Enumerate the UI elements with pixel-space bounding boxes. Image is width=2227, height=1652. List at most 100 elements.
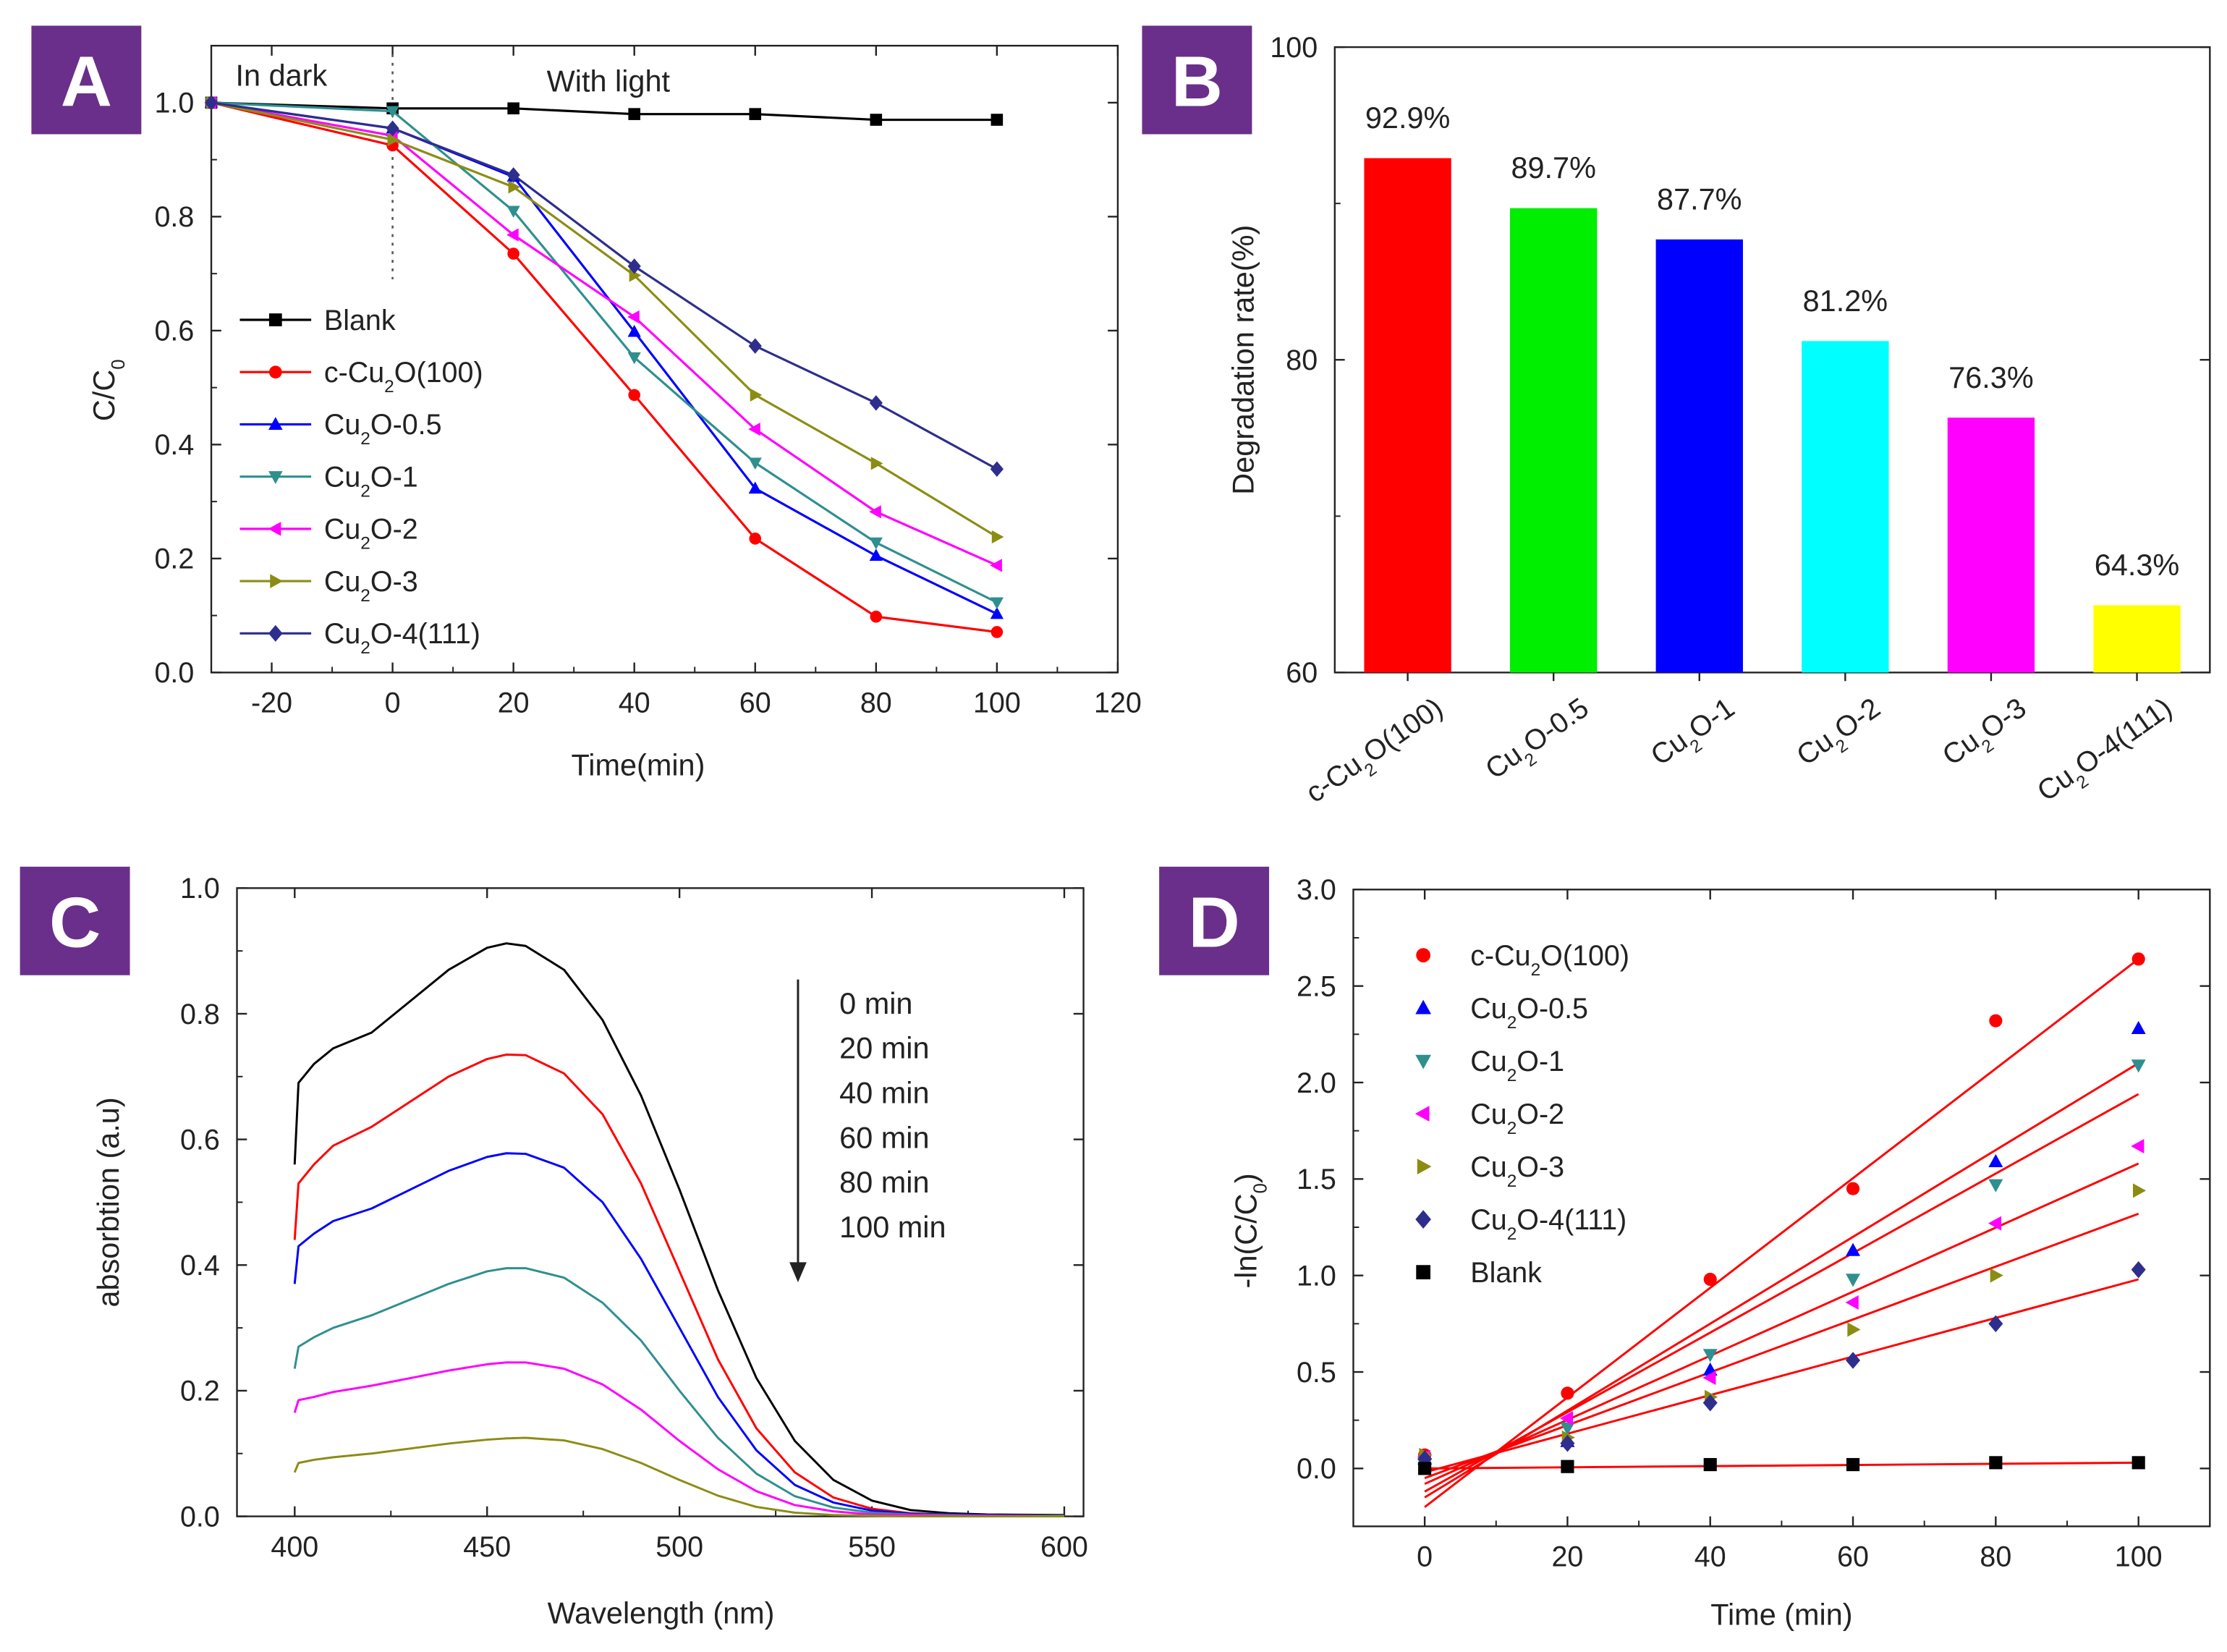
panel-b-ylabel: Degradation rate(%) [1226,225,1260,495]
panel-d-ytick-label: 3.0 [1297,874,1336,906]
panel-d-legend-marker [1415,1054,1432,1069]
panel-b-category-label: Cu2O-3 [1937,692,2037,778]
panel-a-legend-label-main: c-Cu [324,357,384,389]
panel-a-point [748,423,760,436]
panel-a-point [870,114,883,126]
panel-b-ytick-label: 100 [1270,32,1318,64]
panel-d-legend-label-tail: O-4(111) [1517,1204,1626,1236]
panel-c-badge-bg [20,866,130,975]
panel-b-frame [1333,46,2211,674]
panel-a-point [990,559,1002,572]
panel-a-legend-label-main: Cu [324,514,360,546]
panel-a-legend-marker [270,574,284,588]
panel-d-point [1560,1411,1574,1426]
panel-d-legend-label-main: Cu [1470,1098,1506,1130]
panel-d-legend-label: Cu2O-4(111) [1470,1204,1626,1244]
panel-d-legend-label: Blank [1470,1257,1542,1289]
panel-b-category-label: Cu2O-0.5 [1480,692,1599,792]
panel-d-xtick-label: 0 [1417,1541,1433,1573]
panel-d-point [2131,1261,2146,1279]
panel-d-point [1988,1216,2002,1231]
panel-a-legend-label-main: Cu [324,461,360,493]
panel-a-legend-label-sub: 2 [360,585,370,605]
panel-d-fit-line-0 [1424,958,2139,1508]
panel-d-point [1989,1456,2003,1470]
panel-d-ytick-label: 0.5 [1297,1357,1336,1389]
panel-a-xtick-label: 40 [619,687,650,719]
panel-a-point [627,352,641,365]
panel-a-badge-bg [31,25,142,135]
panel-d: 0 20 40 60 80 1000.00.51.01.52.02.53.0c-Cu2O(… [1159,866,2211,1632]
panel-d-legend-label-sub: 2 [1507,1171,1517,1190]
panel-a-legend-label-main: Cu [324,409,360,441]
panel-d-ytick-label: 2.0 [1297,1067,1336,1099]
panel-d-point [1846,1457,1860,1472]
panel-d-point [1989,1014,2003,1028]
panel-c-spectrum-3 [293,1267,1064,1517]
panel-b-bar [1802,341,1889,673]
panel-a-point [750,388,763,402]
panel-b-category-label-main: c-Cu [1300,748,1367,809]
panel-a-point [869,505,881,519]
panel-b-category-label-main: Cu [1645,724,1694,771]
panel-b-category-label: Cu2O-2 [1791,692,1891,778]
panel-a-legend-label: Cu2O-3 [324,566,418,606]
panel-a-legend-marker [268,471,283,484]
panel-d-point [1560,1422,1575,1436]
panel-a-point [507,247,519,260]
panel-d-badge: D [1159,866,1270,975]
panel-d-point [1703,1272,1717,1287]
panel-d-point [1988,1315,2003,1333]
panel-d-point [1702,1371,1716,1385]
panel-d-ylabel-tail: ) [1229,1173,1263,1183]
panel-d-point [1703,1457,1717,1472]
panel-b-data-label: 87.7% [1657,182,1742,216]
panel-c-legend-label: 40 min [839,1075,929,1109]
panel-c-ylabel: absorbtion (a.u) [91,1097,125,1307]
panel-d-legend-marker [1415,1210,1432,1229]
panel-d-legend-label-sub: 2 [1507,1118,1517,1138]
panel-c-arrow-icon [789,1262,807,1282]
panel-a-point [506,206,520,219]
panel-c-legend-label: 20 min [839,1031,929,1065]
panel-a-legend-label-sub: 2 [360,533,370,553]
panel-a-point [869,537,883,550]
panel-a-point [991,114,1004,126]
panel-d-legend-label: c-Cu2O(100) [1470,940,1629,980]
panel-a-point [749,108,762,120]
panel-d-point [2131,1059,2146,1073]
panel-a-frame [210,44,1119,674]
panel-d-point [2132,1183,2147,1198]
panel-a-legend-label-sub: 2 [360,429,370,449]
panel-a-point [628,108,640,120]
panel-b-category-label-main: Cu [2032,761,2080,808]
panel-c: 400 450 500 550 600 0.0 0.2 0.4 0.6 0.8 1.0 0 min 20… [20,866,1088,1630]
panel-a-ylabel-sub: 0 [109,359,129,369]
panel-a-legend-label-tail: O-3 [370,566,418,598]
panel-a-point [748,457,762,470]
panel-d-point [2131,1139,2145,1153]
panel-b-data-label: 81.2% [1803,284,1888,318]
panel-a-point [870,457,883,470]
panel-a-xtick-label: 100 [973,687,1021,719]
panel-b-category-label-tail: O-4(111) [2069,692,2178,781]
panel-b-data-label: 76.3% [1948,360,2033,394]
panel-d-fit-line-6 [1425,1461,2139,1470]
panel-d-legend-marker [1414,1106,1430,1122]
panel-a-xtick-label: 60 [739,687,771,719]
panel-b-badge: B [1142,25,1252,135]
panel-b-bar [1655,239,1743,673]
panel-a-point [749,533,762,545]
panel-a-xlabel: Time(min) [572,747,705,781]
panel-c-spectrum-1 [293,1053,1064,1517]
panel-d-ylabel: -ln(C/C0) [1229,1173,1271,1288]
panel-a-legend-label-tail: O-2 [370,514,418,546]
panel-d-point [1846,1352,1861,1369]
panel-a-point [507,102,519,115]
panel-c-ytick-label: 0.4 [180,1250,220,1282]
panel-d-point [1846,1274,1861,1287]
panel-a-point [627,310,640,324]
panel-b-data-label: 92.9% [1365,101,1450,135]
panel-d-legend-label-sub: 2 [1507,1224,1517,1243]
